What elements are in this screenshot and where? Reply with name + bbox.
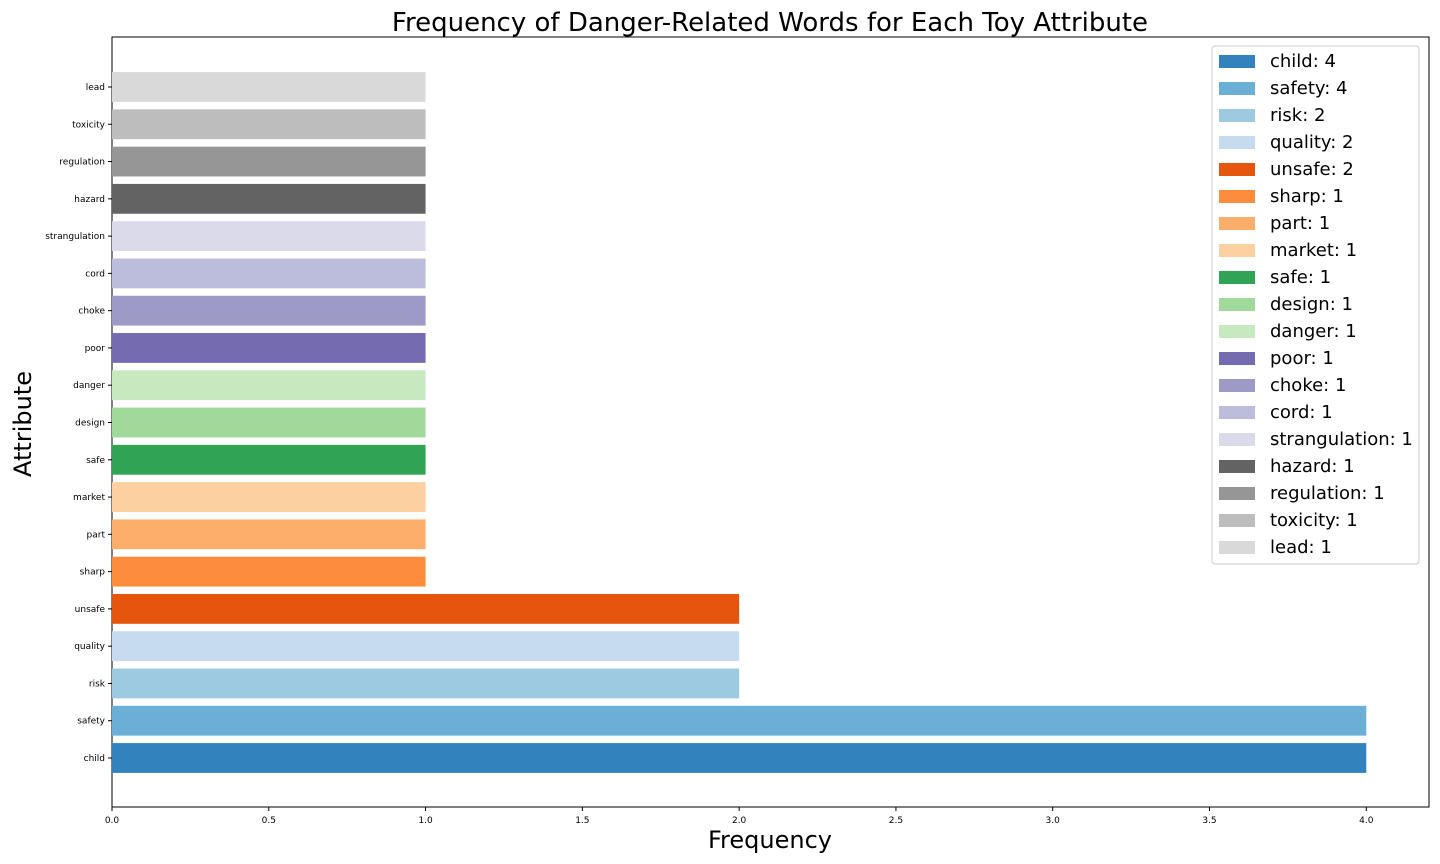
x-axis-label: Frequency [708,826,832,854]
bar-quality [112,631,740,662]
bar-part [112,519,426,550]
bar-toxicity [112,109,426,140]
bar-lead [112,72,426,102]
x-tick-label: 3.5 [1202,816,1216,826]
bar-strangulation [112,221,426,252]
y-tick-labels: child safety risk quality unsafe sharp part mar… [45,83,112,764]
bar-risk [112,668,740,699]
bar-market [112,482,426,512]
bar-sharp [112,556,426,587]
x-tick-label: 3.0 [1046,816,1061,826]
legend-label-choke: choke: 1 [1270,375,1346,396]
x-tick-labels: 0.0 0.5 1.0 1.5 2.0 2.5 3.0 3.5 4.0 [105,807,1374,826]
legend-label-lead: lead: 1 [1270,537,1332,558]
legend-swatch-market [1219,244,1255,257]
legend-label-sharp: sharp: 1 [1270,186,1344,207]
y-axis-label: Attribute [9,371,37,477]
bar-unsafe [112,593,740,624]
legend-label-strangulation: strangulation: 1 [1270,429,1413,450]
legend-label-risk: risk: 2 [1270,105,1325,126]
bar-child [112,743,1367,773]
y-tick-label-poor: poor [85,344,106,354]
legend-label-danger: danger: 1 [1270,321,1357,342]
legend-swatch-danger [1219,325,1255,338]
legend-label-toxicity: toxicity: 1 [1270,510,1358,531]
legend-label-hazard: hazard: 1 [1270,456,1355,477]
legend-swatch-sharp [1219,190,1255,203]
y-tick-label-design: design [75,419,105,429]
legend-swatch-lead [1219,541,1255,554]
y-tick-label-safety: safety [77,717,105,727]
legend-swatch-quality [1219,136,1255,149]
bar-safety [112,705,1367,736]
legend-swatch-design [1219,298,1255,311]
legend-swatch-strangulation [1219,433,1255,446]
x-tick-label: 0.5 [262,816,276,826]
y-tick-label-quality: quality [74,642,105,652]
bars-group [112,72,1367,773]
legend-frame [1211,45,1420,565]
bar-design [112,407,426,438]
legend-label-unsafe: unsafe: 2 [1270,159,1354,180]
bar-choke [112,295,426,326]
x-tick-label: 2.5 [889,816,903,826]
legend-swatch-safety [1219,82,1255,95]
y-tick-label-sharp: sharp [80,568,106,578]
legend-label-part: part: 1 [1270,213,1330,234]
bar-poor [112,333,426,363]
y-tick-label-market: market [73,493,105,503]
y-tick-label-cord: cord [85,269,105,279]
bar-regulation [112,146,426,177]
legend: child: 4 safety: 4 risk: 2 quality: 2 unsafe… [1211,45,1420,565]
x-tick-label: 1.0 [418,816,433,826]
y-tick-label-safe: safe [86,456,105,466]
x-tick-label: 4.0 [1359,816,1374,826]
y-tick-label-danger: danger [73,381,105,391]
bar-danger [112,370,426,401]
bar-cord [112,258,426,289]
legend-swatch-child [1219,55,1255,68]
legend-swatch-hazard [1219,460,1255,473]
bar-safe [112,444,426,475]
legend-label-safety: safety: 4 [1270,78,1347,99]
legend-swatch-cord [1219,406,1255,419]
x-tick-label: 2.0 [732,816,747,826]
y-tick-label-part: part [87,530,106,540]
x-tick-label: 1.5 [575,816,589,826]
legend-label-quality: quality: 2 [1270,132,1354,153]
y-tick-label-child: child [84,754,105,764]
y-tick-label-toxicity: toxicity [72,120,106,130]
y-tick-label-lead: lead [86,83,105,93]
y-tick-label-strangulation: strangulation [45,232,105,242]
y-tick-label-regulation: regulation [59,158,105,168]
legend-label-poor: poor: 1 [1270,348,1334,369]
legend-label-cord: cord: 1 [1270,402,1333,423]
y-tick-label-hazard: hazard [74,195,105,205]
y-tick-label-choke: choke [78,307,105,317]
y-tick-label-unsafe: unsafe [75,605,106,615]
legend-swatch-poor [1219,352,1255,365]
legend-label-market: market: 1 [1270,240,1357,261]
legend-swatch-unsafe [1219,163,1255,176]
y-tick-label-risk: risk [89,679,106,689]
legend-swatch-part [1219,217,1255,230]
bar-hazard [112,183,426,214]
legend-swatch-toxicity [1219,514,1255,527]
legend-label-safe: safe: 1 [1270,267,1331,288]
legend-label-child: child: 4 [1270,51,1336,72]
legend-swatch-choke [1219,379,1255,392]
legend-label-design: design: 1 [1270,294,1353,315]
legend-swatch-safe [1219,271,1255,284]
legend-swatch-regulation [1219,487,1255,500]
x-tick-label: 0.0 [105,816,120,826]
chart-title: Frequency of Danger-Related Words for Ea… [392,8,1148,38]
legend-label-regulation: regulation: 1 [1270,483,1385,504]
legend-swatch-risk [1219,109,1255,122]
